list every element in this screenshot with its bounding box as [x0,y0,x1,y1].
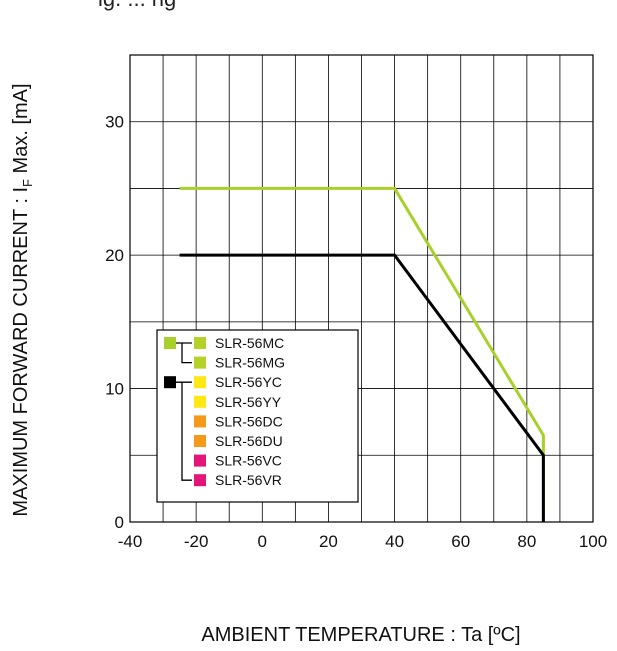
legend-label: SLR-56DU [215,433,283,449]
legend-swatch [194,337,206,349]
x-tick-label: 40 [385,532,404,551]
y-axis-title-subscript: F [20,179,35,187]
y-tick-labels: 0 10 20 30 [105,113,124,532]
y-tick-label: 10 [105,380,124,399]
y-axis-title: MAXIMUM FORWARD CURRENT : IF Max. [mA] [10,83,35,516]
legend-label: SLR-56DC [215,413,283,429]
legend-label: SLR-56MG [215,355,285,371]
legend-label: SLR-56YY [215,394,282,410]
legend-swatch [194,474,206,487]
y-tick-label: 20 [105,246,124,265]
legend-group-marker [164,376,176,389]
y-axis-title-main: MAXIMUM FORWARD CURRENT : I [10,187,32,517]
y-tick-label: 0 [115,513,124,532]
x-tick-label: 80 [517,532,536,551]
x-tick-label: 100 [579,532,607,551]
legend-label: SLR-56VR [215,472,282,488]
x-axis-title: AMBIENT TEMPERATURE : Ta [ºC] [201,624,520,646]
legend-label: SLR-56YC [215,374,282,390]
legend-bracket [176,342,192,364]
legend-swatch [194,356,206,369]
y-axis-title-rest: Max. [mA] [10,83,32,179]
legend-box [156,329,359,503]
legend-swatch [194,454,206,467]
series-lines [179,186,545,522]
legend-swatch [194,395,206,408]
legend-label: SLR-56MC [215,335,284,351]
legend-bracket [176,381,192,481]
legend-swatch [194,435,206,447]
figure-caption-fragment: ig. ... ng [98,0,176,12]
series-line-2 [179,253,545,522]
legend-group-marker [164,337,176,349]
x-tick-label: 60 [451,532,470,551]
x-tick-label: -40 [118,532,143,551]
x-tick-label: 20 [319,532,338,551]
x-tick-label: 0 [258,532,267,551]
legend-swatch [194,376,206,389]
legend-label: SLR-56VC [215,453,282,469]
x-tick-label: -20 [184,532,209,551]
legend: SLR-56MC SLR-56MG SLR-56YC SLR-56YY SLR-56DC… [156,329,359,503]
y-tick-label: 30 [105,113,124,132]
plot-frame [129,54,594,523]
legend-swatch [194,415,206,428]
x-tick-labels: -40 -20 0 20 40 60 80 100 [118,532,607,551]
